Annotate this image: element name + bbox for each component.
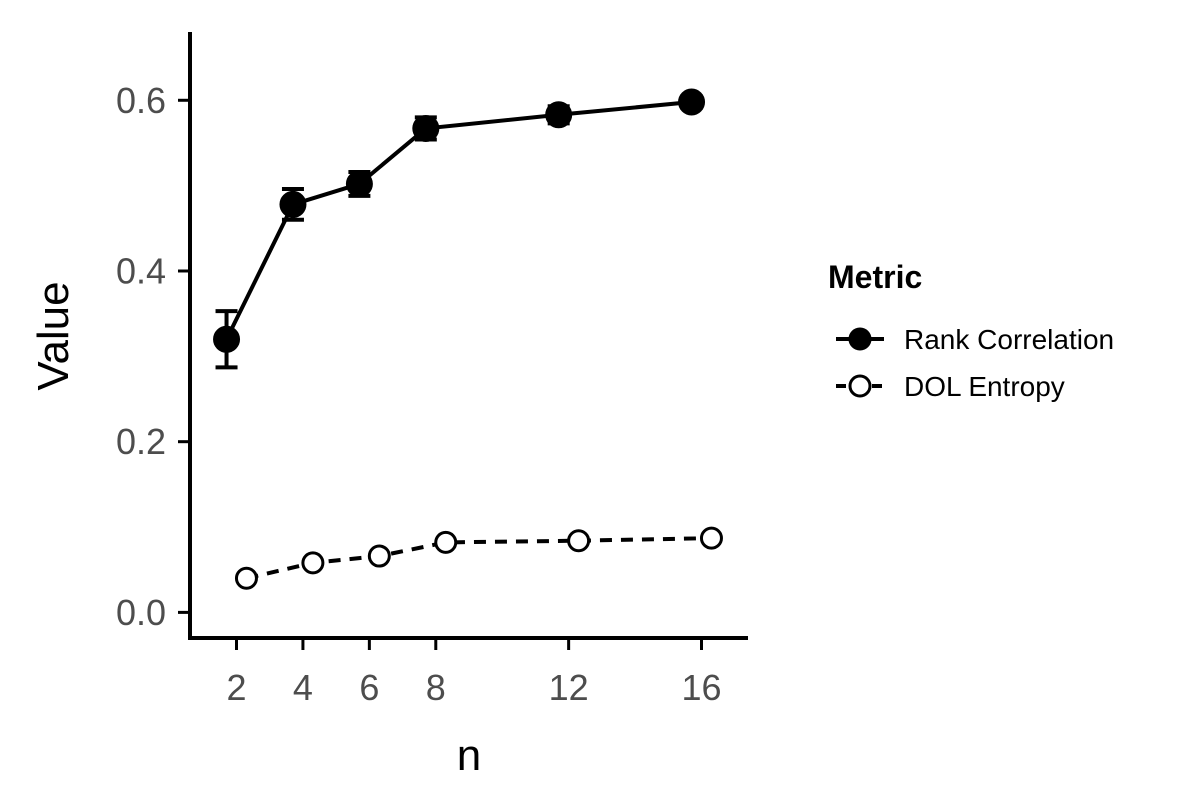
- legend-title: Metric: [828, 259, 922, 295]
- x-tick-label: 4: [293, 667, 313, 708]
- rank-correlation-point: [545, 101, 573, 129]
- legend-marker-open-circle: [848, 374, 872, 398]
- dol-entropy-point: [301, 551, 325, 575]
- rank-correlation-point: [678, 88, 706, 116]
- dol-entropy-point: [434, 530, 458, 554]
- x-tick-label: 2: [226, 667, 246, 708]
- legend-item-rank-correlation: Rank Correlation: [836, 324, 1114, 355]
- x-tick-label: 6: [359, 667, 379, 708]
- legend-marker-filled-circle: [848, 327, 872, 351]
- rank-correlation-point: [213, 325, 241, 353]
- y-tick-label: 0.2: [116, 421, 166, 462]
- rank-correlation-point: [412, 114, 440, 142]
- x-axis-ticks: 2 4 6 8 12 16: [226, 638, 722, 708]
- dol-entropy-point: [234, 566, 258, 590]
- x-tick-label: 12: [549, 667, 589, 708]
- plot-area: [213, 88, 723, 590]
- legend-label: DOL Entropy: [904, 371, 1065, 402]
- x-tick-label: 8: [426, 667, 446, 708]
- legend-item-dol-entropy: DOL Entropy: [836, 371, 1065, 402]
- legend: Metric Rank Correlation DOL Entropy: [828, 259, 1114, 402]
- rank-correlation-point: [279, 190, 307, 218]
- y-tick-label: 0.6: [116, 80, 166, 121]
- x-axis-title: n: [457, 731, 481, 780]
- y-tick-label: 0.0: [116, 592, 166, 633]
- x-tick-label: 16: [681, 667, 721, 708]
- dol-entropy-point: [567, 529, 591, 553]
- y-axis-title: Value: [29, 281, 78, 390]
- legend-label: Rank Correlation: [904, 324, 1114, 355]
- rank-correlation-point: [345, 170, 373, 198]
- y-tick-label: 0.4: [116, 250, 166, 291]
- rank-correlation-line: [224, 99, 692, 341]
- dol-entropy-point: [699, 526, 723, 550]
- y-axis-ticks: 0.0 0.2 0.4 0.6: [116, 80, 190, 633]
- dol-entropy-line: [246, 536, 712, 581]
- dol-entropy-point: [367, 544, 391, 568]
